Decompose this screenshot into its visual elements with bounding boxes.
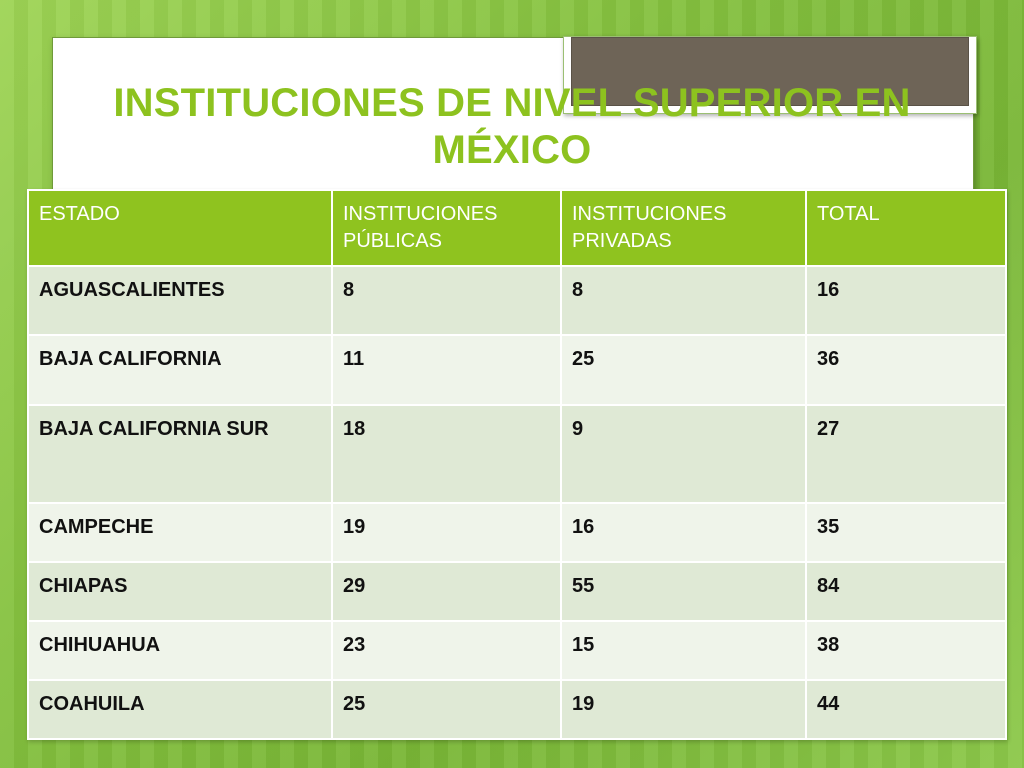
table-row: BAJA CALIFORNIA 11 25 36 bbox=[27, 334, 1007, 406]
table-row: BAJA CALIFORNIA SUR 18 9 27 bbox=[27, 404, 1007, 504]
cell-publicas: 11 bbox=[331, 334, 562, 406]
institutions-table: ESTADO INSTITUCIONES PÚBLICAS INSTITUCIO… bbox=[27, 189, 1007, 740]
table-row: CHIAPAS 29 55 84 bbox=[27, 561, 1007, 622]
column-header-estado: ESTADO bbox=[27, 189, 333, 267]
cell-total: 27 bbox=[805, 404, 1007, 504]
cell-privadas: 55 bbox=[560, 561, 807, 622]
cell-total: 36 bbox=[805, 334, 1007, 406]
cell-publicas: 23 bbox=[331, 620, 562, 681]
cell-privadas: 16 bbox=[560, 502, 807, 563]
table-row: CHIHUAHUA 23 15 38 bbox=[27, 620, 1007, 681]
slide-title: INSTITUCIONES DE NIVEL SUPERIOR EN MÉXIC… bbox=[113, 81, 911, 172]
cell-estado: BAJA CALIFORNIA bbox=[27, 334, 333, 406]
cell-total: 38 bbox=[805, 620, 1007, 681]
cell-estado: CAMPECHE bbox=[27, 502, 333, 563]
table-row: COAHUILA 25 19 44 bbox=[27, 679, 1007, 740]
cell-estado: BAJA CALIFORNIA SUR bbox=[27, 404, 333, 504]
cell-privadas: 19 bbox=[560, 679, 807, 740]
cell-publicas: 18 bbox=[331, 404, 562, 504]
cell-total: 35 bbox=[805, 502, 1007, 563]
table-row: CAMPECHE 19 16 35 bbox=[27, 502, 1007, 563]
column-header-publicas: INSTITUCIONES PÚBLICAS bbox=[331, 189, 562, 267]
picture-placeholder bbox=[571, 37, 969, 106]
cell-estado: CHIAPAS bbox=[27, 561, 333, 622]
table-row: AGUASCALIENTES 8 8 16 bbox=[27, 265, 1007, 336]
cell-privadas: 9 bbox=[560, 404, 807, 504]
table-header-row: ESTADO INSTITUCIONES PÚBLICAS INSTITUCIO… bbox=[27, 189, 1007, 267]
cell-privadas: 25 bbox=[560, 334, 807, 406]
cell-publicas: 8 bbox=[331, 265, 562, 336]
picture-frame bbox=[563, 36, 977, 114]
column-header-privadas: INSTITUCIONES PRIVADAS bbox=[560, 189, 807, 267]
cell-estado: COAHUILA bbox=[27, 679, 333, 740]
cell-estado: CHIHUAHUA bbox=[27, 620, 333, 681]
cell-publicas: 25 bbox=[331, 679, 562, 740]
column-header-total: TOTAL bbox=[805, 189, 1007, 267]
cell-total: 44 bbox=[805, 679, 1007, 740]
cell-privadas: 8 bbox=[560, 265, 807, 336]
cell-total: 16 bbox=[805, 265, 1007, 336]
cell-total: 84 bbox=[805, 561, 1007, 622]
cell-publicas: 29 bbox=[331, 561, 562, 622]
cell-publicas: 19 bbox=[331, 502, 562, 563]
cell-estado: AGUASCALIENTES bbox=[27, 265, 333, 336]
cell-privadas: 15 bbox=[560, 620, 807, 681]
